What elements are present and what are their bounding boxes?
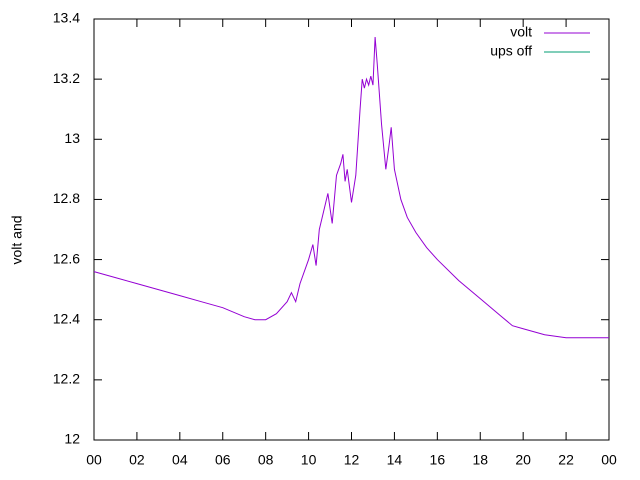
x-tick-label: 14 xyxy=(387,452,403,468)
x-tick-label: 20 xyxy=(515,452,531,468)
y-axis-label: volt and xyxy=(9,215,25,264)
series-line xyxy=(93,37,609,339)
y-tick-label: 12.4 xyxy=(53,310,80,326)
legend-label: ups off xyxy=(490,43,532,59)
x-tick-label: 02 xyxy=(129,452,145,468)
y-tick-label: 12.8 xyxy=(53,190,80,206)
y-tick-label: 13 xyxy=(64,130,80,146)
y-tick-label: 12 xyxy=(64,431,80,447)
y-tick-label: 12.6 xyxy=(53,250,80,266)
x-tick-label: 18 xyxy=(472,452,488,468)
x-tick-label: 10 xyxy=(301,452,317,468)
y-tick-label: 12.2 xyxy=(53,371,80,387)
x-tick-label: 08 xyxy=(258,452,274,468)
x-tick-label: 12 xyxy=(344,452,360,468)
x-tick-label: 04 xyxy=(172,452,188,468)
legend-label: volt xyxy=(510,24,532,40)
y-tick-label: 13.4 xyxy=(53,10,80,26)
plot-border xyxy=(93,18,610,441)
x-tick-label: 16 xyxy=(430,452,446,468)
x-tick-label: 00 xyxy=(601,452,617,468)
x-tick-label: 22 xyxy=(558,452,574,468)
x-tick-label: 00 xyxy=(86,452,102,468)
x-tick-label: 06 xyxy=(215,452,231,468)
y-tick-label: 13.2 xyxy=(53,70,80,86)
